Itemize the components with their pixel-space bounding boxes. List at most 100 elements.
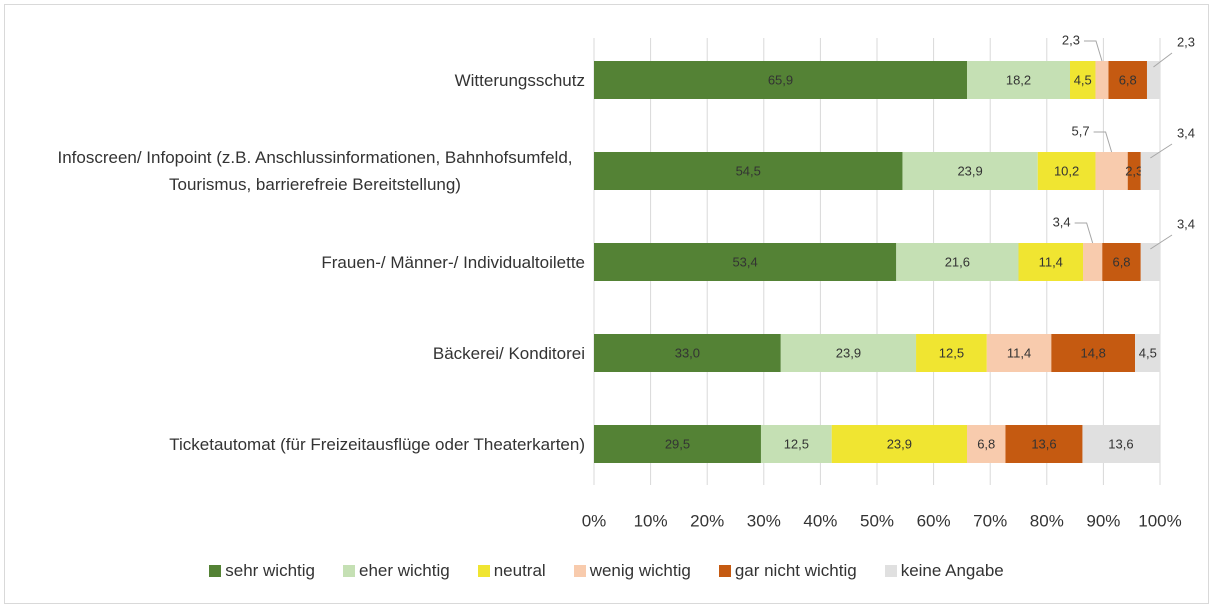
bar-segment [916, 334, 987, 372]
category-label: Bäckerei/ Konditorei [432, 343, 585, 363]
data-label: 11,4 [1039, 254, 1063, 269]
category-label-box: Frauen-/ Männer-/ Individualtoilette [0, 217, 585, 307]
data-label: 18,2 [1006, 72, 1031, 87]
data-label: 21,6 [945, 254, 970, 269]
legend-item: wenig wichtig [573, 561, 691, 581]
leader-line [1153, 52, 1173, 68]
bar-segment [594, 334, 781, 372]
x-tick-label: 40% [803, 511, 837, 530]
legend-swatch [477, 565, 490, 577]
x-tick-label: 100% [1138, 511, 1181, 530]
data-label: 23,9 [887, 436, 912, 451]
bar-segment [902, 152, 1038, 190]
data-label: 4,5 [1139, 345, 1157, 360]
category-label-box: Witterungsschutz [0, 35, 585, 125]
bar-segment [1070, 61, 1096, 99]
legend-swatch [343, 565, 355, 577]
bar-segment [760, 425, 832, 463]
data-label: 11,4 [1007, 345, 1031, 360]
category-label-box: Infoscreen/ Infopoint (z.B. Anschlussinf… [0, 126, 585, 216]
bar-segment [1102, 243, 1141, 281]
data-label: 6,8 [1112, 254, 1130, 269]
category-label: Ticketautomat (für Freizeitausflüge oder… [169, 434, 585, 454]
legend-swatch [209, 565, 222, 577]
x-tick-label: 0% [582, 511, 607, 530]
bar-segment [594, 152, 903, 190]
bar-segment [1018, 243, 1084, 281]
leader-line [1083, 40, 1103, 62]
legend-item: sehr wichtig [209, 561, 315, 581]
bar-segment [831, 425, 967, 463]
data-label: 29,5 [665, 436, 690, 451]
bar-segment [1108, 61, 1147, 99]
data-label: 3,4 [1177, 125, 1195, 140]
legend-swatch [884, 565, 897, 577]
data-label: 23,9 [957, 163, 982, 178]
data-label: 12,5 [784, 436, 809, 451]
category-label: Frauen-/ Männer-/ Individualtoilette [321, 252, 585, 272]
bar-segment [966, 61, 1071, 99]
data-label: 4,5 [1074, 72, 1092, 87]
data-label: 13,6 [1031, 436, 1056, 451]
bar-segment [966, 425, 1006, 463]
bar-segment [1037, 152, 1096, 190]
bar-segment [780, 334, 917, 372]
legend-item: neutral [477, 561, 546, 581]
bar-segment [1140, 243, 1160, 281]
data-label: 65,9 [768, 72, 793, 87]
data-label: 12,5 [939, 345, 964, 360]
legend-item: keine Angabe [884, 561, 1004, 581]
data-label: 33,0 [675, 345, 700, 360]
legend-label: sehr wichtig [225, 561, 315, 580]
bar-segment [896, 243, 1019, 281]
data-label: 5,7 [1072, 123, 1090, 138]
data-label: 2,3 [1125, 163, 1143, 178]
data-label: 54,5 [736, 163, 761, 178]
legend-item: eher wichtig [343, 561, 450, 581]
legend-label: neutral [493, 561, 546, 580]
x-tick-label: 50% [860, 511, 894, 530]
leader-line [1150, 234, 1173, 250]
bar-segment [594, 61, 967, 99]
data-label: 2,3 [1062, 32, 1080, 47]
data-label: 3,4 [1053, 214, 1071, 229]
leader-line [1093, 131, 1113, 153]
x-tick-label: 20% [690, 511, 724, 530]
bar-segment [594, 243, 897, 281]
bar-segment [1140, 152, 1160, 190]
bar-segment [1051, 334, 1136, 372]
bar-segment [1095, 152, 1128, 190]
legend-label: wenig wichtig [589, 561, 691, 580]
category-label-box: Ticketautomat (für Freizeitausflüge oder… [0, 399, 585, 489]
bar-segment [1127, 152, 1141, 190]
leader-line [1074, 222, 1094, 244]
data-label: 23,9 [836, 345, 861, 360]
data-label: 6,8 [1119, 72, 1137, 87]
category-label-box: Bäckerei/ Konditorei [0, 308, 585, 398]
x-tick-label: 30% [747, 511, 781, 530]
bar-segment [1083, 243, 1103, 281]
category-label: Infoscreen/ Infopoint (z.B. Anschlussinf… [57, 148, 573, 194]
x-tick-label: 10% [634, 511, 668, 530]
bar-segment [1005, 425, 1083, 463]
x-tick-label: 80% [1030, 511, 1064, 530]
data-label: 13,6 [1108, 436, 1133, 451]
legend-label: eher wichtig [359, 561, 450, 580]
bar-segment [1135, 334, 1161, 372]
x-tick-label: 90% [1086, 511, 1120, 530]
bar-segment [1095, 61, 1109, 99]
bar-segment [1082, 425, 1160, 463]
bar-segment [1146, 61, 1160, 99]
legend-swatch [573, 565, 586, 577]
legend-label: gar nicht wichtig [734, 561, 857, 580]
data-label: 53,4 [732, 254, 757, 269]
x-tick-label: 70% [973, 511, 1007, 530]
legend-swatch [718, 565, 731, 577]
legend-item: gar nicht wichtig [718, 561, 857, 581]
data-label: 3,4 [1177, 216, 1195, 231]
data-label: 6,8 [977, 436, 995, 451]
data-label: 10,2 [1054, 163, 1079, 178]
x-tick-label: 60% [917, 511, 951, 530]
